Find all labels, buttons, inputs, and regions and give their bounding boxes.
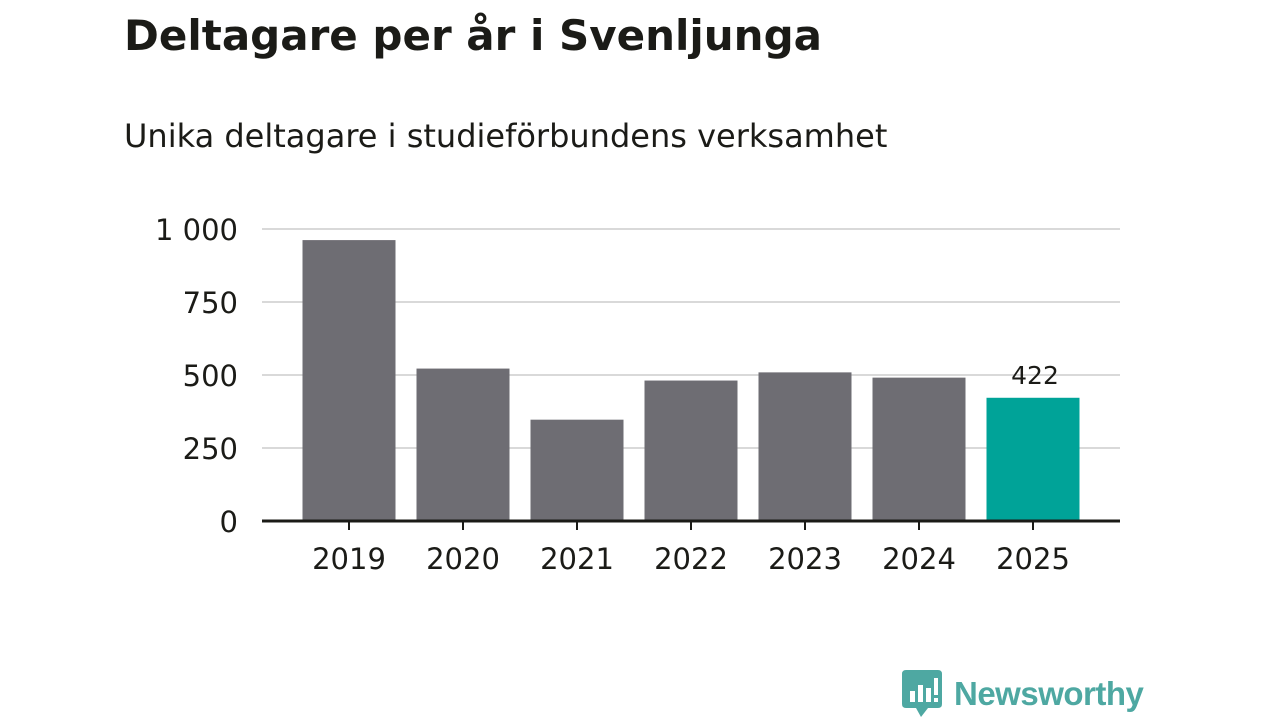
newsworthy-logo: Newsworthy [902,670,1144,718]
x-tick-label: 2025 [996,542,1070,576]
x-axis [262,519,1120,530]
chart-subtitle: Unika deltagare i studieförbundens verks… [124,117,888,155]
bar-2019 [302,240,396,521]
x-tick-label: 2019 [312,542,386,576]
bars [302,240,1080,521]
data-label: 422 [1011,361,1059,390]
y-tick-label: 250 [183,432,238,466]
x-tick-label: 2020 [426,542,500,576]
x-tick-label: 2021 [540,542,614,576]
y-tick-label: 0 [220,505,238,539]
y-axis-tick-labels: 0 250 500 750 1 000 [155,213,238,539]
bar-2024 [872,377,966,521]
x-tick-label: 2024 [882,542,956,576]
bar-2021 [530,419,624,521]
y-tick-label: 500 [183,359,238,393]
bar-2020 [416,368,510,521]
bar-2022 [644,380,738,521]
data-labels: 422 [1011,361,1059,390]
x-axis-tick-labels: 2019 2020 2021 2022 2023 2024 2025 [312,542,1070,576]
bar-2025 [986,397,1080,521]
chart-title: Deltagare per år i Svenljunga [124,11,822,60]
brand-name: Newsworthy [954,675,1144,712]
x-tick-label: 2023 [768,542,842,576]
bar-2023 [758,372,852,521]
y-tick-label: 1 000 [155,213,238,247]
x-tick-label: 2022 [654,542,728,576]
y-tick-label: 750 [183,286,238,320]
chart-speech-bubble-icon [902,670,942,717]
